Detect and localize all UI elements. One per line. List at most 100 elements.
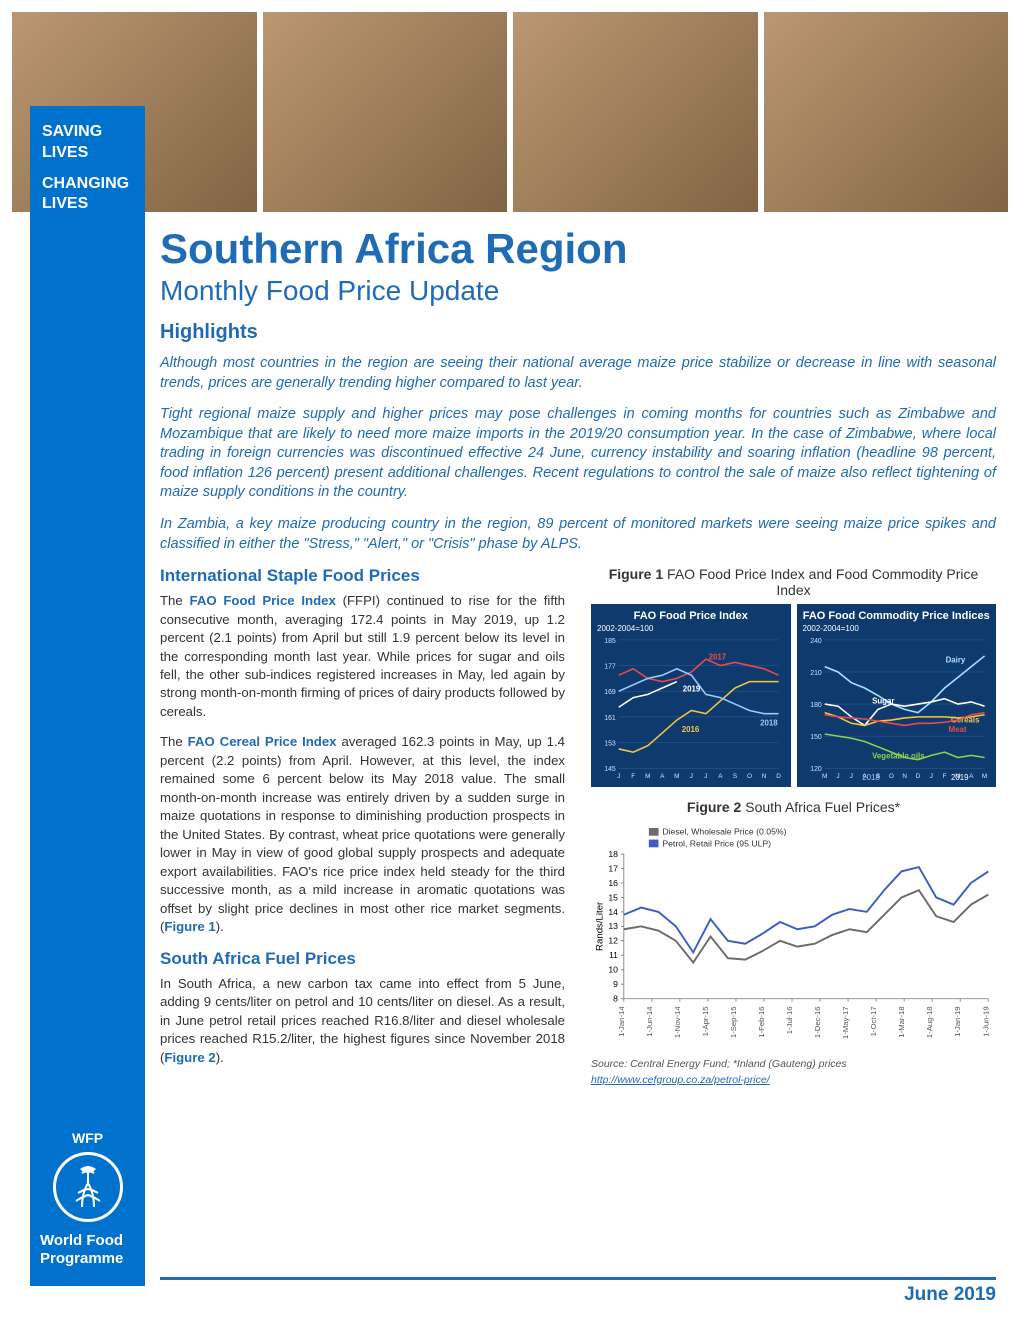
svg-text:N: N [762, 773, 767, 780]
svg-text:Rands/Liter: Rands/Liter [595, 901, 606, 951]
figure1-left-chart: FAO Food Price Index 2002-2004=100 14515… [591, 604, 791, 787]
highlights-heading: Highlights [160, 321, 996, 344]
svg-text:2017: 2017 [709, 653, 727, 662]
left-column: International Staple Food Prices The FAO… [160, 566, 565, 1088]
svg-text:150: 150 [810, 734, 822, 741]
photo-2 [263, 12, 508, 212]
highlights-body: Although most countries in the region ar… [160, 354, 996, 554]
svg-text:O: O [888, 773, 893, 780]
chart-title: FAO Food Commodity Price Indices [803, 610, 991, 622]
svg-text:120: 120 [810, 766, 822, 773]
page-subtitle: Monthly Food Price Update [160, 275, 996, 307]
wfp-abbr: WFP [40, 1130, 135, 1146]
figure2-chart: Diesel, Wholesale Price (0.05%)Petrol, R… [591, 821, 996, 1051]
text: The [160, 593, 190, 608]
intl-p1: The FAO Food Price Index (FFPI) continue… [160, 592, 565, 721]
figure1-charts: FAO Food Price Index 2002-2004=100 14515… [591, 604, 996, 787]
svg-text:12: 12 [608, 936, 618, 946]
highlight-p: Tight regional maize supply and higher p… [160, 405, 996, 503]
svg-text:N: N [902, 773, 907, 780]
intl-p2: The FAO Cereal Price Index averaged 162.… [160, 733, 565, 936]
svg-text:Meat: Meat [948, 725, 966, 734]
svg-text:Petrol, Retail Price (95 ULP): Petrol, Retail Price (95 ULP) [662, 838, 771, 848]
svg-text:A: A [969, 773, 974, 780]
svg-text:D: D [776, 773, 781, 780]
svg-text:1-Jun-14: 1-Jun-14 [645, 1006, 654, 1037]
svg-text:13: 13 [608, 921, 618, 931]
figure1-right-chart: FAO Food Commodity Price Indices 2002-20… [797, 604, 997, 787]
header-photo-strip [12, 12, 1008, 212]
page-title: Southern Africa Region [160, 225, 996, 273]
text: The [160, 734, 188, 749]
intl-heading: International Staple Food Prices [160, 566, 565, 586]
right-column: Figure 1 FAO Food Price Index and Food C… [591, 566, 996, 1088]
wfp-logo-icon [53, 1152, 123, 1222]
text: FAO Cereal Price Index [188, 734, 337, 749]
svg-text:Sugar: Sugar [872, 697, 894, 706]
svg-text:J: J [836, 773, 839, 780]
svg-text:2019: 2019 [951, 773, 969, 782]
chart-subtitle: 2002-2004=100 [803, 624, 991, 633]
chart-svg: 145153161169177185JFMAMJJASOND2016201720… [597, 633, 785, 783]
figure2-source-link[interactable]: http://www.cefgroup.co.za/petrol-price/ [591, 1074, 770, 1086]
footer-date: June 2019 [160, 1277, 996, 1306]
slogan-1: SAVING LIVES [42, 122, 133, 164]
fuel-heading: South Africa Fuel Prices [160, 949, 565, 969]
svg-text:1-Dec-16: 1-Dec-16 [813, 1006, 822, 1038]
text: FAO Food Price Index and Food Commodity … [663, 566, 978, 598]
svg-text:14: 14 [608, 907, 618, 917]
wfp-name: World Food Programme [40, 1232, 135, 1268]
svg-text:185: 185 [604, 638, 616, 645]
highlight-p: Although most countries in the region ar… [160, 354, 996, 393]
figure2-caption: Source: Central Energy Fund; *Inland (Ga… [591, 1058, 996, 1070]
svg-text:A: A [718, 773, 723, 780]
svg-text:M: M [822, 773, 827, 780]
svg-text:M: M [674, 773, 679, 780]
svg-text:17: 17 [608, 863, 618, 873]
text: South Africa Fuel Prices* [741, 799, 900, 815]
svg-text:1-Jul-16: 1-Jul-16 [785, 1006, 794, 1034]
figure-link: Figure 1 [164, 919, 215, 934]
svg-text:Vegetable oils: Vegetable oils [872, 752, 925, 761]
svg-text:1-Apr-15: 1-Apr-15 [701, 1006, 710, 1036]
main-content: Southern Africa Region Monthly Food Pric… [160, 225, 996, 1088]
svg-text:1-Mar-18: 1-Mar-18 [897, 1006, 906, 1037]
svg-text:2019: 2019 [683, 685, 701, 694]
text: (FFPI) continued to rise for the fifth c… [160, 593, 565, 719]
slogan-2: CHANGING LIVES [42, 174, 133, 216]
svg-text:Dairy: Dairy [945, 656, 965, 665]
svg-text:M: M [981, 773, 986, 780]
text: averaged 162.3 points in May, up 1.4 per… [160, 734, 565, 934]
svg-text:J: J [690, 773, 693, 780]
svg-text:J: J [849, 773, 852, 780]
svg-text:1-Nov-14: 1-Nov-14 [673, 1006, 682, 1038]
svg-text:F: F [631, 773, 635, 780]
text: ). [216, 1050, 224, 1065]
text: FAO Food Price Index [190, 593, 336, 608]
text: Figure 1 [609, 566, 663, 582]
fuel-p: In South Africa, a new carbon tax came i… [160, 975, 565, 1067]
svg-text:8: 8 [613, 994, 618, 1004]
svg-text:J: J [929, 773, 932, 780]
text: Figure 2 [687, 799, 741, 815]
svg-text:1-Oct-17: 1-Oct-17 [869, 1006, 878, 1036]
svg-text:177: 177 [604, 664, 616, 671]
svg-text:153: 153 [604, 741, 616, 748]
photo-4 [764, 12, 1009, 212]
chart-subtitle: 2002-2004=100 [597, 624, 785, 633]
text: ). [216, 919, 224, 934]
svg-text:J: J [617, 773, 620, 780]
svg-text:169: 169 [604, 689, 616, 696]
svg-text:18: 18 [608, 849, 618, 859]
svg-text:1-May-17: 1-May-17 [841, 1006, 850, 1039]
svg-text:2016: 2016 [682, 725, 700, 734]
svg-text:F: F [942, 773, 946, 780]
svg-text:10: 10 [608, 965, 618, 975]
svg-text:15: 15 [608, 892, 618, 902]
svg-text:A: A [660, 773, 665, 780]
figure1-title: Figure 1 FAO Food Price Index and Food C… [591, 566, 996, 598]
figure-link: Figure 2 [164, 1050, 215, 1065]
svg-text:1-Feb-16: 1-Feb-16 [757, 1006, 766, 1037]
svg-text:1-Aug-18: 1-Aug-18 [925, 1006, 934, 1038]
svg-text:S: S [733, 773, 737, 780]
